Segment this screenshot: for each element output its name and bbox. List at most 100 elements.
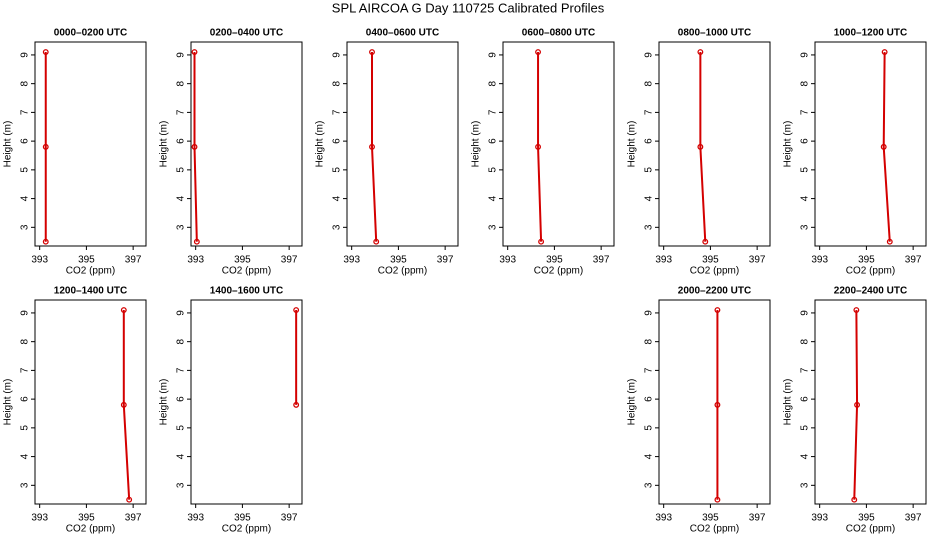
y-tick-label: 8 [644, 80, 655, 86]
y-tick-label: 9 [176, 52, 187, 58]
x-tick-label: 397 [749, 255, 766, 266]
y-tick-label: 3 [644, 482, 655, 488]
point [293, 307, 300, 314]
x-tick-label: 397 [749, 513, 766, 524]
x-tick-label: 393 [343, 255, 360, 266]
y-tick-label: 5 [488, 167, 499, 173]
page-title: SPL AIRCOA G Day 110725 Calibrated Profi… [332, 0, 605, 15]
plot-box [502, 41, 615, 247]
panel-title: 2200–2400 UTC [834, 286, 907, 297]
y-tick-label: 5 [644, 425, 655, 431]
point [714, 496, 721, 503]
x-tick-label: 393 [31, 255, 48, 266]
panel-title: 2000–2200 UTC [678, 286, 751, 297]
y-tick-label: 8 [488, 80, 499, 86]
y-tick-label: 4 [800, 453, 811, 459]
y-axis-label: Height (m) [159, 121, 170, 168]
y-tick-label: 8 [332, 80, 343, 86]
y-tick-label: 5 [20, 425, 31, 431]
y-tick-label: 7 [176, 109, 187, 115]
point [191, 143, 198, 150]
panel-title: 1400–1600 UTC [210, 286, 283, 297]
y-tick-label: 9 [488, 52, 499, 58]
y-tick-label: 8 [20, 80, 31, 86]
profile-line [699, 52, 707, 242]
plot-box [34, 299, 147, 505]
y-tick-label: 8 [176, 338, 187, 344]
y-tick-label: 3 [20, 224, 31, 230]
point [851, 496, 858, 503]
point [293, 401, 300, 408]
y-tick-label: 6 [644, 396, 655, 402]
y-tick-label: 7 [20, 109, 31, 115]
x-axis-label: CO2 (ppm) [66, 266, 115, 277]
panel-title: 0200–0400 UTC [210, 28, 283, 39]
y-tick-label: 5 [332, 167, 343, 173]
point [538, 238, 545, 245]
x-axis-label: CO2 (ppm) [690, 266, 739, 277]
panel-title: 0800–1000 UTC [678, 28, 751, 39]
y-tick-label: 9 [800, 52, 811, 58]
y-tick-label: 9 [800, 310, 811, 316]
y-tick-label: 5 [800, 167, 811, 173]
panel-title: 1000–1200 UTC [834, 28, 907, 39]
x-tick-label: 397 [905, 513, 922, 524]
panel-title: 0000–0200 UTC [54, 28, 127, 39]
profile-line [371, 52, 378, 242]
x-tick-label: 393 [499, 255, 516, 266]
y-axis-label: Height (m) [159, 379, 170, 426]
plot-box [190, 299, 303, 505]
y-tick-label: 6 [176, 396, 187, 402]
y-axis-label: Height (m) [783, 121, 794, 168]
y-tick-label: 3 [332, 224, 343, 230]
point [880, 143, 887, 150]
y-tick-label: 7 [800, 367, 811, 373]
y-axis-label: Height (m) [471, 121, 482, 168]
x-axis-label: CO2 (ppm) [66, 524, 115, 535]
x-tick-label: 393 [655, 255, 672, 266]
x-tick-label: 395 [702, 255, 719, 266]
y-tick-label: 6 [488, 138, 499, 144]
point [42, 49, 49, 56]
point [697, 49, 704, 56]
x-tick-label: 395 [78, 513, 95, 524]
point [714, 307, 721, 314]
y-tick-label: 5 [20, 167, 31, 173]
y-tick-label: 7 [20, 367, 31, 373]
point [42, 238, 49, 245]
plot-box [658, 299, 771, 505]
y-tick-label: 7 [644, 367, 655, 373]
x-axis-label: CO2 (ppm) [690, 524, 739, 535]
x-tick-label: 395 [858, 513, 875, 524]
point [702, 238, 709, 245]
point [881, 49, 888, 56]
point [42, 143, 49, 150]
y-axis-label: Height (m) [783, 379, 794, 426]
profile-line [537, 52, 543, 242]
plot-box [658, 41, 771, 247]
plot-box [814, 41, 927, 247]
y-tick-label: 4 [20, 453, 31, 459]
y-tick-label: 8 [800, 80, 811, 86]
point [120, 401, 127, 408]
y-tick-label: 6 [176, 138, 187, 144]
y-tick-label: 7 [800, 109, 811, 115]
point [369, 143, 375, 150]
y-tick-label: 3 [800, 224, 811, 230]
y-tick-label: 4 [644, 453, 655, 459]
x-axis-label: CO2 (ppm) [846, 266, 895, 277]
x-tick-label: 393 [811, 255, 828, 266]
point [193, 238, 200, 245]
point [120, 307, 127, 314]
y-axis-label: Height (m) [315, 121, 326, 168]
plot-box [814, 299, 927, 505]
x-tick-label: 393 [655, 513, 672, 524]
y-tick-label: 4 [332, 195, 343, 201]
x-tick-label: 395 [858, 255, 875, 266]
x-tick-label: 395 [546, 255, 563, 266]
panel-title: 1200–1400 UTC [54, 286, 127, 297]
y-tick-label: 9 [644, 52, 655, 58]
